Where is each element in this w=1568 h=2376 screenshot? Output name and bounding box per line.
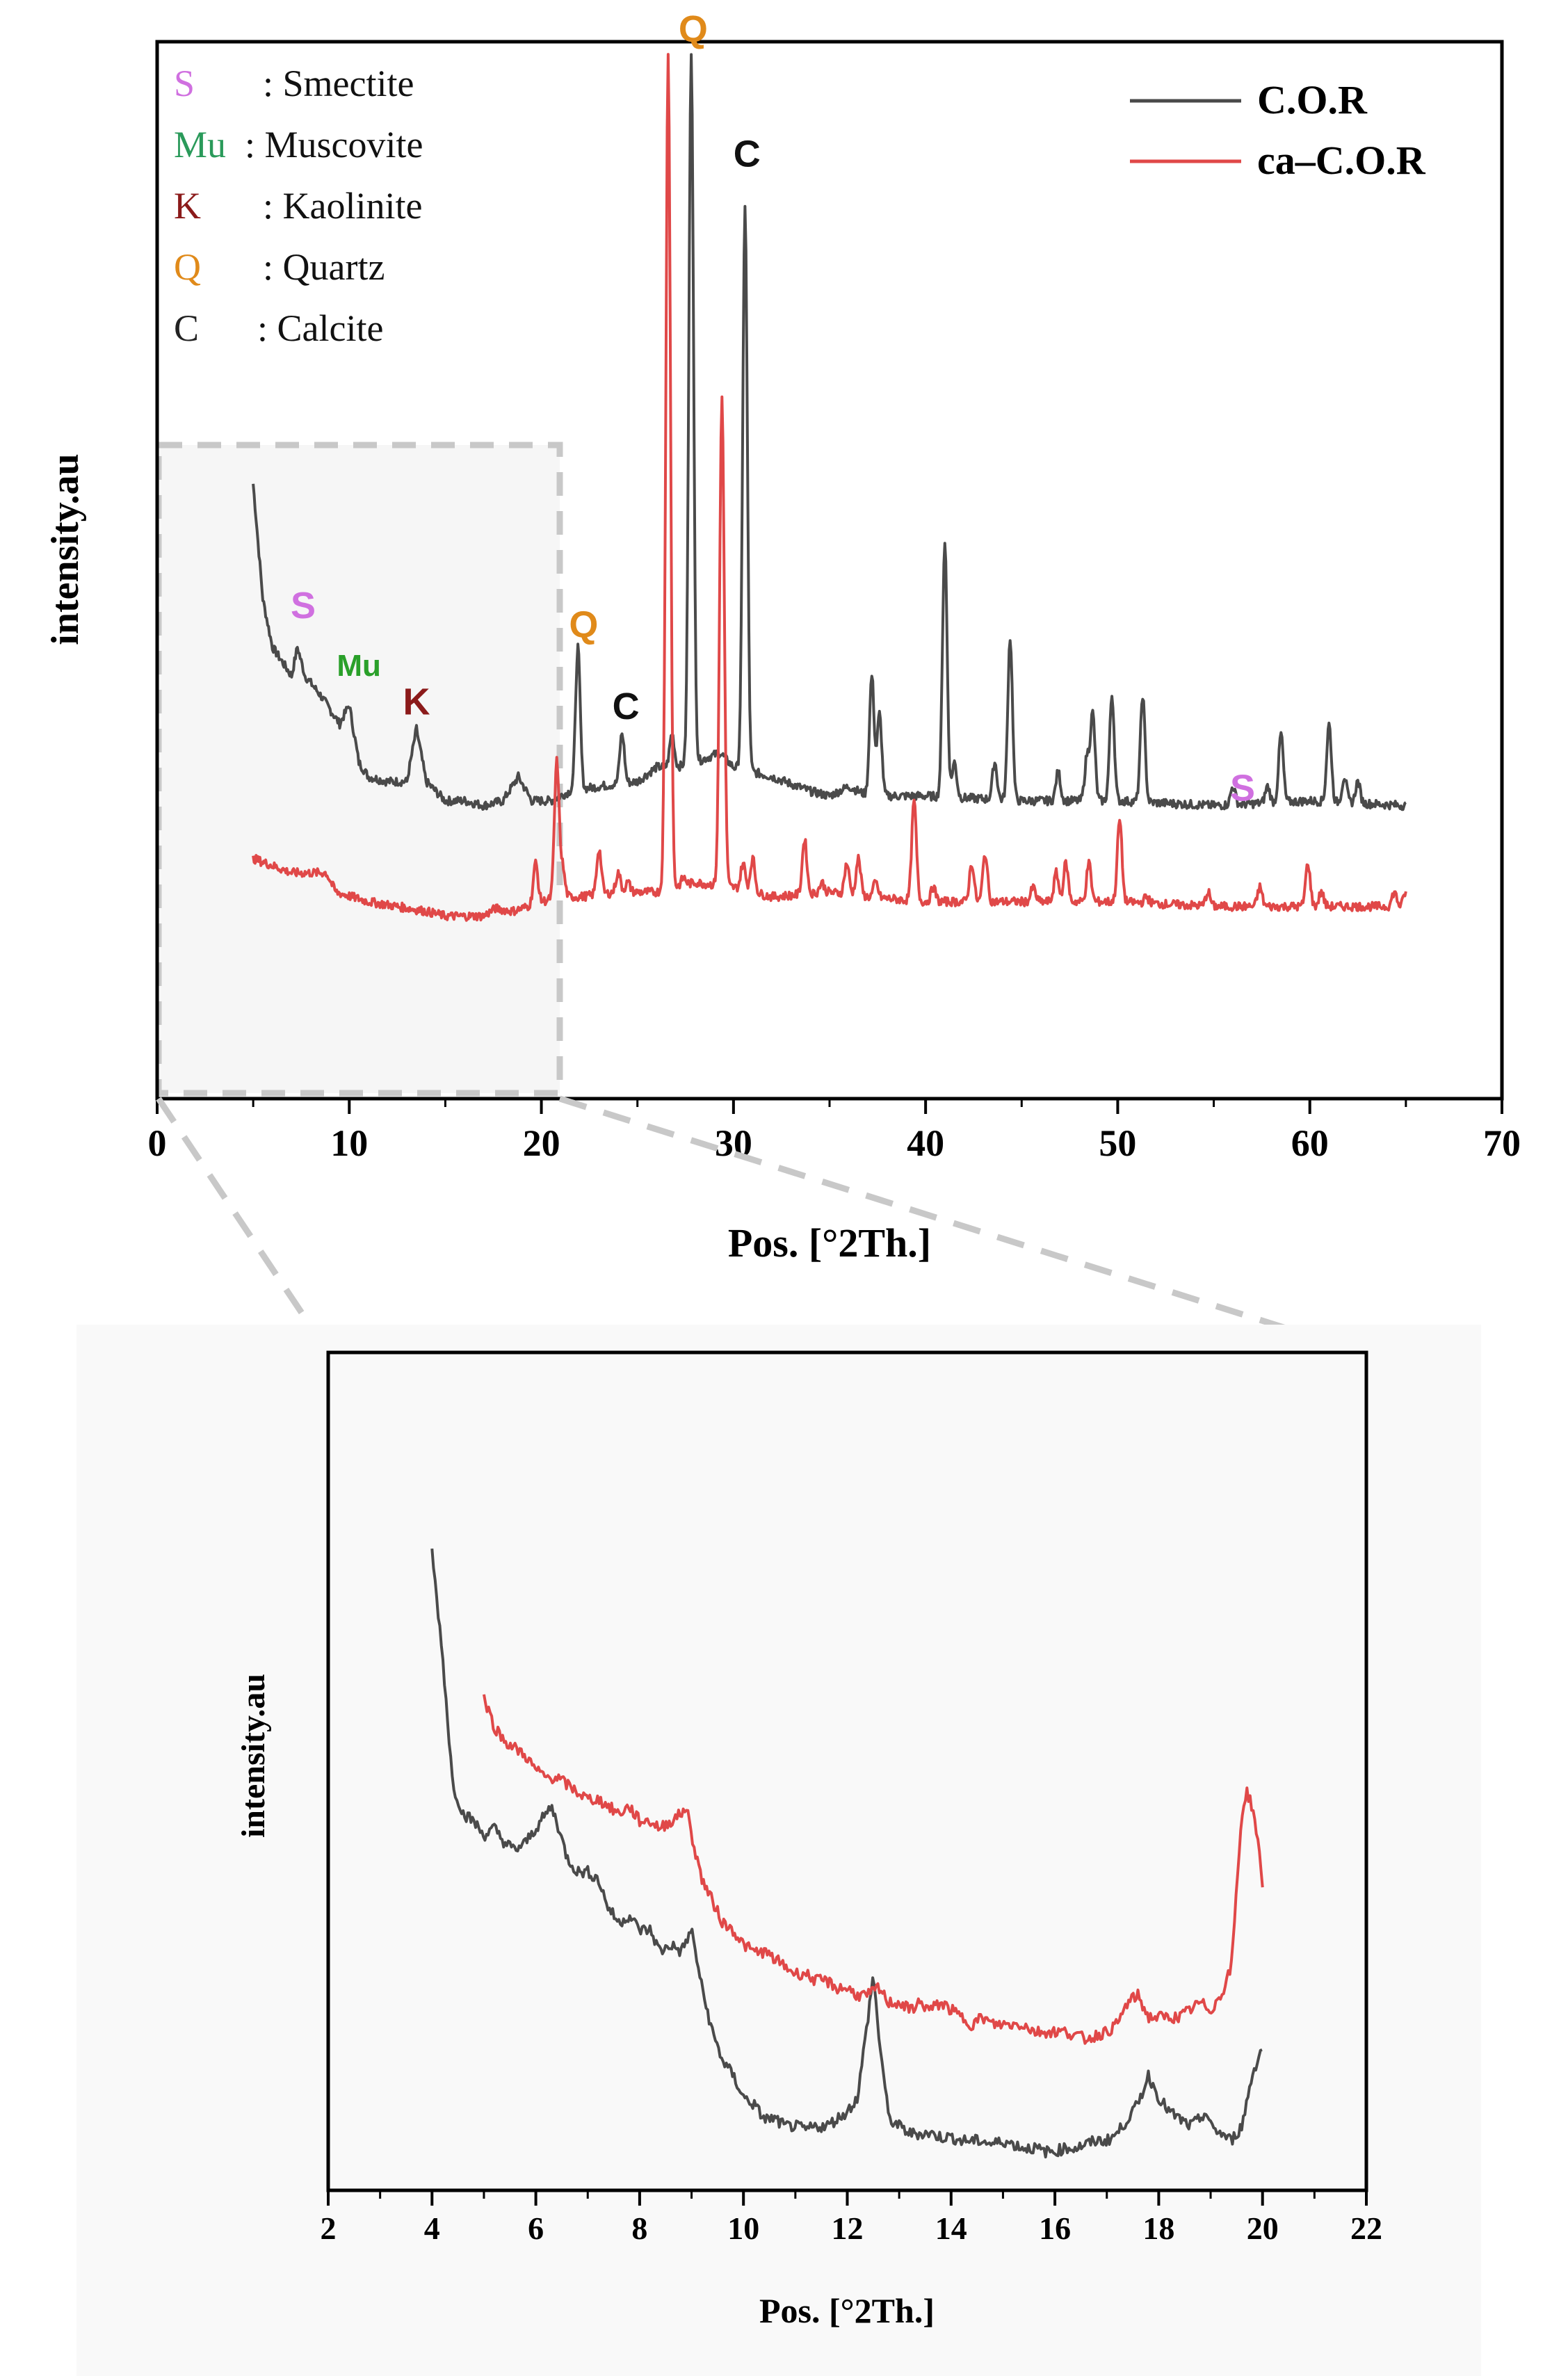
bottom-x-axis-title: Pos. [°2Th.] (759, 2291, 935, 2330)
x-tick-label: 10 (727, 2211, 759, 2246)
x-tick-label: 2 (321, 2211, 337, 2246)
x-tick-label: 22 (1350, 2211, 1382, 2246)
peak-label: C (734, 134, 761, 175)
legend-label-cor: C.O.R (1257, 77, 1368, 122)
peak-label: K (403, 681, 430, 722)
x-tick-label: 10 (330, 1122, 368, 1164)
series-legend: C.O.R ca–C.O.R (1130, 77, 1426, 183)
top-x-axis-title: Pos. [°2Th.] (728, 1220, 931, 1266)
bottom-x-axis: 2 4 6 8 10 12 14 16 18 20 22 (321, 2190, 1382, 2246)
x-tick-label: 8 (631, 2211, 647, 2246)
x-tick-label: 14 (935, 2211, 967, 2246)
mineral-key-name: : Calcite (257, 307, 383, 349)
zoom-connector-left (156, 1097, 331, 1355)
x-tick-label: 60 (1291, 1122, 1329, 1164)
x-tick-label: 20 (523, 1122, 560, 1164)
bottom-chart: 2 4 6 8 10 12 14 16 18 20 22 intensity.au Pos. [°2… (76, 1325, 1481, 2376)
peak-label: Q (569, 604, 598, 646)
mineral-key-symbol: K (174, 185, 201, 227)
mineral-key-symbol: S (174, 63, 195, 104)
x-tick-label: 70 (1483, 1122, 1521, 1164)
legend-label-ca-cor: ca–C.O.R (1257, 138, 1426, 183)
mineral-key-symbol: C (174, 307, 199, 349)
series-line-ca-cor (252, 53, 1407, 922)
zoom-region-highlight (155, 442, 563, 1097)
x-tick-label: 12 (832, 2211, 864, 2246)
x-tick-label: 40 (907, 1122, 944, 1164)
mineral-key: S : Smectite Mu : Muscovite K : Kaolinit… (174, 63, 423, 349)
mineral-key-symbol: Mu (174, 124, 226, 165)
x-tick-label: 0 (148, 1122, 167, 1164)
mineral-key-name: : Smectite (263, 63, 414, 104)
peak-label: Mu (337, 649, 381, 683)
peak-label: S (291, 585, 316, 627)
mineral-key-name: : Muscovite (245, 124, 423, 165)
bottom-background (76, 1325, 1481, 2376)
top-series-group (252, 53, 1407, 922)
x-tick-label: 50 (1099, 1122, 1136, 1164)
top-x-axis: 0 10 20 30 40 50 60 70 (148, 1099, 1521, 1164)
top-y-axis-title: intensity.au (44, 453, 87, 645)
series-line-cor (252, 53, 1407, 811)
mineral-key-name: : Quartz (263, 246, 385, 288)
x-tick-label: 4 (424, 2211, 440, 2246)
mineral-key-name: : Kaolinite (263, 185, 422, 227)
mineral-key-symbol: Q (174, 246, 201, 288)
bottom-series-group (430, 1548, 1264, 2159)
x-tick-label: 18 (1142, 2211, 1174, 2246)
peak-label: Q (679, 8, 708, 50)
x-tick-label: 20 (1247, 2211, 1279, 2246)
zoom-connector-right (558, 1095, 1364, 1356)
inset-series-line-ca-cor (483, 1694, 1264, 2045)
bottom-y-axis-title: intensity.au (235, 1674, 272, 1838)
inset-series-line-cor (430, 1548, 1263, 2159)
peak-label: S (1230, 768, 1255, 809)
x-tick-label: 16 (1039, 2211, 1071, 2246)
peak-label: C (613, 686, 640, 727)
x-tick-label: 6 (528, 2211, 544, 2246)
